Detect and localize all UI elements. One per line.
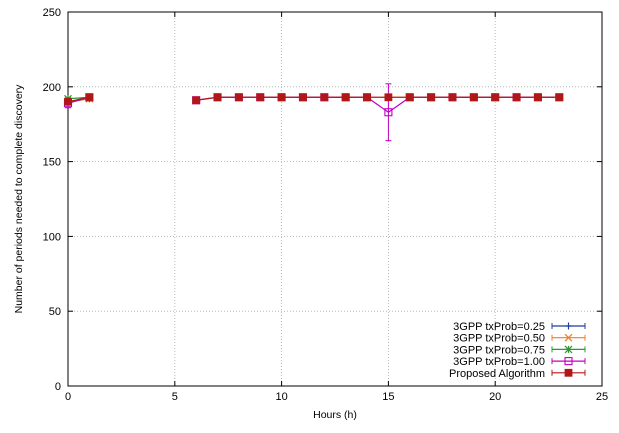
x-tick-label: 10 bbox=[275, 391, 287, 403]
legend-item: 3GPP txProb=0.50 bbox=[453, 333, 586, 345]
data-point-shape bbox=[427, 93, 436, 102]
legend-item: Proposed Algorithm bbox=[449, 368, 586, 380]
series-line bbox=[196, 96, 560, 101]
data-point bbox=[405, 93, 414, 102]
data-point bbox=[192, 96, 201, 105]
legend-marker-stroke bbox=[564, 333, 573, 342]
y-tick-label: 150 bbox=[43, 157, 61, 169]
y-tick-label: 0 bbox=[55, 381, 61, 393]
data-point-shape bbox=[384, 108, 393, 117]
legend-marker bbox=[564, 368, 573, 377]
data-point bbox=[299, 93, 307, 102]
data-point-shape bbox=[341, 93, 350, 102]
data-point-shape bbox=[277, 93, 286, 102]
data-point bbox=[384, 93, 393, 102]
legend-item: 3GPP txProb=1.00 bbox=[453, 356, 586, 368]
y-axis-label: Number of periods needed to complete dis… bbox=[13, 84, 25, 314]
data-point-shape bbox=[256, 93, 265, 102]
series-group bbox=[63, 83, 564, 142]
legend-item: 3GPP txProb=0.75 bbox=[453, 344, 586, 356]
legend-label: Proposed Algorithm bbox=[449, 368, 545, 380]
legend-label: 3GPP txProb=0.75 bbox=[453, 344, 545, 356]
data-point-shape bbox=[320, 93, 329, 102]
x-tick-label: 15 bbox=[382, 391, 394, 403]
data-point bbox=[64, 97, 72, 106]
data-point-shape bbox=[299, 93, 307, 102]
grid bbox=[68, 12, 602, 386]
legend-marker-stroke bbox=[564, 345, 573, 354]
data-point bbox=[448, 93, 457, 102]
data-point bbox=[363, 93, 371, 102]
legend-item: 3GPP txProb=0.25 bbox=[453, 321, 586, 333]
data-point bbox=[256, 93, 265, 102]
legend-label: 3GPP txProb=0.50 bbox=[453, 333, 545, 345]
series-line bbox=[196, 96, 560, 113]
legend-marker bbox=[564, 357, 573, 366]
y-tick-label: 100 bbox=[43, 231, 61, 243]
y-tick-label: 250 bbox=[43, 7, 61, 19]
data-point bbox=[341, 93, 350, 102]
data-point bbox=[512, 93, 521, 102]
data-point-shape bbox=[555, 93, 564, 102]
x-tick-label: 0 bbox=[65, 391, 71, 403]
data-point bbox=[491, 93, 500, 102]
data-point bbox=[320, 93, 329, 102]
legend-marker bbox=[564, 345, 573, 354]
data-point-shape bbox=[85, 93, 94, 102]
legend-marker bbox=[564, 333, 573, 342]
data-point bbox=[555, 93, 564, 102]
series-5 bbox=[64, 93, 564, 106]
data-point-shape bbox=[512, 93, 521, 102]
x-tick-label: 25 bbox=[596, 391, 608, 403]
data-point-shape bbox=[363, 93, 371, 102]
x-axis-label: Hours (h) bbox=[313, 409, 357, 421]
data-point-shape bbox=[534, 93, 542, 102]
data-point bbox=[534, 93, 542, 102]
data-point bbox=[427, 93, 436, 102]
data-point bbox=[213, 93, 222, 102]
data-point-shape bbox=[192, 96, 201, 105]
x-tick-label: 20 bbox=[489, 391, 501, 403]
y-tick-label: 50 bbox=[49, 306, 61, 318]
data-point-shape bbox=[448, 93, 457, 102]
data-point-shape bbox=[405, 93, 414, 102]
data-point bbox=[277, 93, 286, 102]
legend-marker-shape bbox=[564, 368, 573, 377]
data-point-shape bbox=[491, 93, 500, 102]
legend-label: 3GPP txProb=0.25 bbox=[453, 321, 545, 333]
data-point bbox=[384, 108, 393, 117]
plot-area-border bbox=[67, 11, 603, 387]
x-tick-label: 5 bbox=[172, 391, 178, 403]
data-point-shape bbox=[469, 93, 478, 102]
data-point bbox=[469, 93, 478, 102]
data-point-shape bbox=[213, 93, 222, 102]
series-4 bbox=[63, 83, 564, 142]
data-point-shape bbox=[384, 93, 393, 102]
data-point-shape bbox=[234, 93, 243, 102]
y-tick-label: 200 bbox=[43, 82, 61, 94]
legend-marker bbox=[565, 322, 572, 330]
legend-label: 3GPP txProb=1.00 bbox=[453, 356, 545, 368]
data-point bbox=[234, 93, 243, 102]
data-point-shape bbox=[64, 97, 72, 106]
legend-marker-shape bbox=[564, 357, 573, 366]
data-point bbox=[85, 93, 94, 102]
